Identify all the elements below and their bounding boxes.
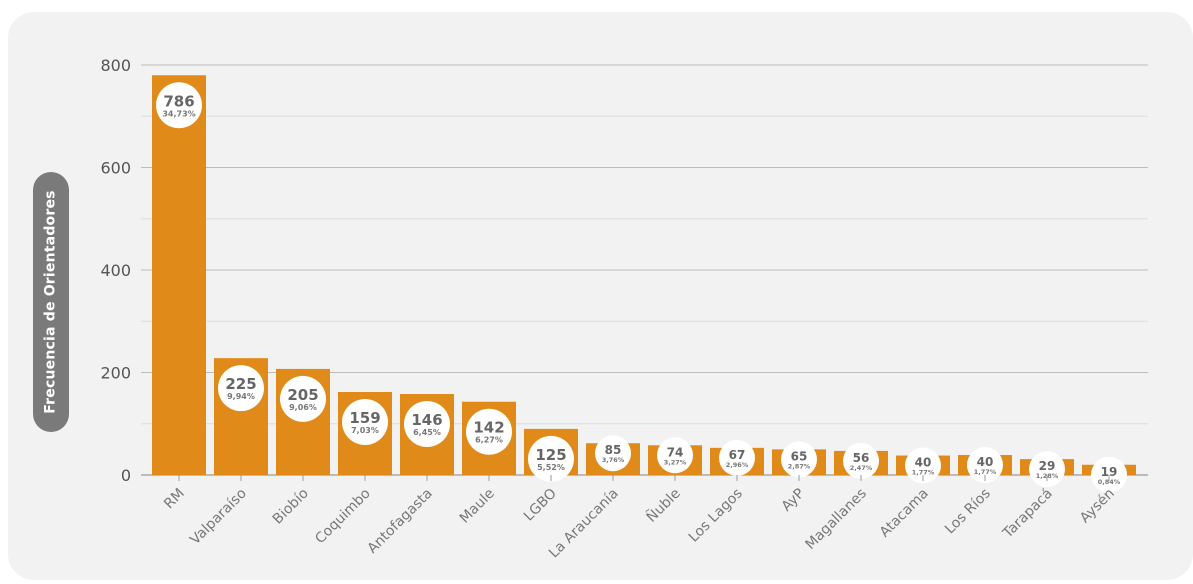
value-label: 19 — [1101, 465, 1118, 479]
x-tick-label: RM — [161, 486, 188, 513]
data-label-badge — [1029, 451, 1065, 488]
x-tick-label: Los Ríos — [942, 486, 994, 538]
value-label: 40 — [977, 455, 994, 469]
data-label-badge — [466, 408, 512, 455]
value-label: 159 — [349, 409, 380, 427]
y-tick-label: 0 — [121, 466, 131, 485]
value-label: 85 — [605, 443, 622, 457]
data-label-badge — [342, 398, 388, 445]
data-label-badge — [1091, 456, 1127, 493]
percent-label: 6,45% — [413, 428, 441, 437]
y-axis-ticks: 0 200 400 600 800 — [100, 56, 131, 485]
percent-label: 7,03% — [351, 426, 379, 435]
data-label-badge — [528, 435, 574, 482]
x-tick-label: Los Lagos — [686, 486, 746, 546]
data-label-badge — [218, 365, 264, 412]
x-tick-label: AyP — [779, 486, 808, 515]
data-label-badge — [404, 401, 450, 448]
x-tick-label: Antofagasta — [365, 486, 436, 557]
x-tick-label: Valparaíso — [187, 486, 250, 549]
data-label-badge — [967, 447, 1003, 484]
bar — [152, 75, 206, 475]
value-label: 67 — [729, 448, 746, 462]
y-axis-title-pill: Frecuencia de Orientadores — [33, 172, 69, 432]
value-label: 125 — [535, 446, 566, 464]
y-tick-label: 800 — [100, 56, 131, 75]
value-label: 74 — [667, 445, 684, 459]
value-label: 225 — [225, 375, 256, 393]
percent-label: 34,73% — [162, 109, 195, 118]
value-label: 205 — [287, 386, 318, 404]
percent-label: 5,52% — [537, 463, 565, 472]
percent-label: 1,77% — [912, 469, 935, 477]
percent-label: 6,27% — [475, 436, 503, 445]
data-label-badge — [905, 447, 941, 484]
value-label: 146 — [411, 411, 442, 429]
percent-label: 1,77% — [974, 468, 997, 476]
value-label: 29 — [1039, 459, 1056, 473]
data-label-badge — [843, 442, 879, 479]
percent-label: 0,84% — [1098, 478, 1121, 486]
value-label: 40 — [915, 456, 932, 470]
value-label: 65 — [791, 449, 808, 463]
percent-label: 9,94% — [227, 392, 255, 401]
percent-label: 2,87% — [788, 462, 811, 470]
x-tick-label: Coquimbo — [312, 486, 374, 548]
percent-label: 2,47% — [850, 464, 873, 472]
y-tick-label: 400 — [100, 261, 131, 280]
x-tick-label: Ñuble — [643, 485, 684, 526]
y-axis-title: Frecuencia de Orientadores — [43, 190, 60, 414]
data-label-badge — [781, 441, 817, 478]
x-tick-label: LGBO — [521, 486, 560, 525]
data-label-badge — [595, 435, 631, 472]
value-label: 142 — [473, 419, 504, 437]
percent-label: 2,96% — [726, 461, 749, 469]
x-tick-label: Aysén — [1077, 486, 1118, 527]
x-tick-label: Maule — [457, 486, 498, 527]
value-label: 786 — [163, 92, 194, 110]
data-label-badge — [657, 437, 693, 474]
percent-label: 9,06% — [289, 403, 317, 412]
percent-label: 3,27% — [664, 458, 687, 466]
x-tick-label: Tarapacá — [999, 486, 1055, 542]
y-tick-label: 600 — [100, 159, 131, 178]
value-label: 56 — [853, 451, 870, 465]
percent-label: 3,76% — [602, 456, 625, 464]
x-tick-label: Atacama — [877, 486, 932, 541]
data-label-badge — [719, 439, 755, 476]
data-label-badge — [156, 82, 202, 129]
x-tick-label: Magallanes — [802, 486, 869, 553]
y-tick-label: 200 — [100, 364, 131, 383]
x-tick-label: Biobío — [270, 486, 312, 528]
data-label-badge — [280, 375, 326, 422]
